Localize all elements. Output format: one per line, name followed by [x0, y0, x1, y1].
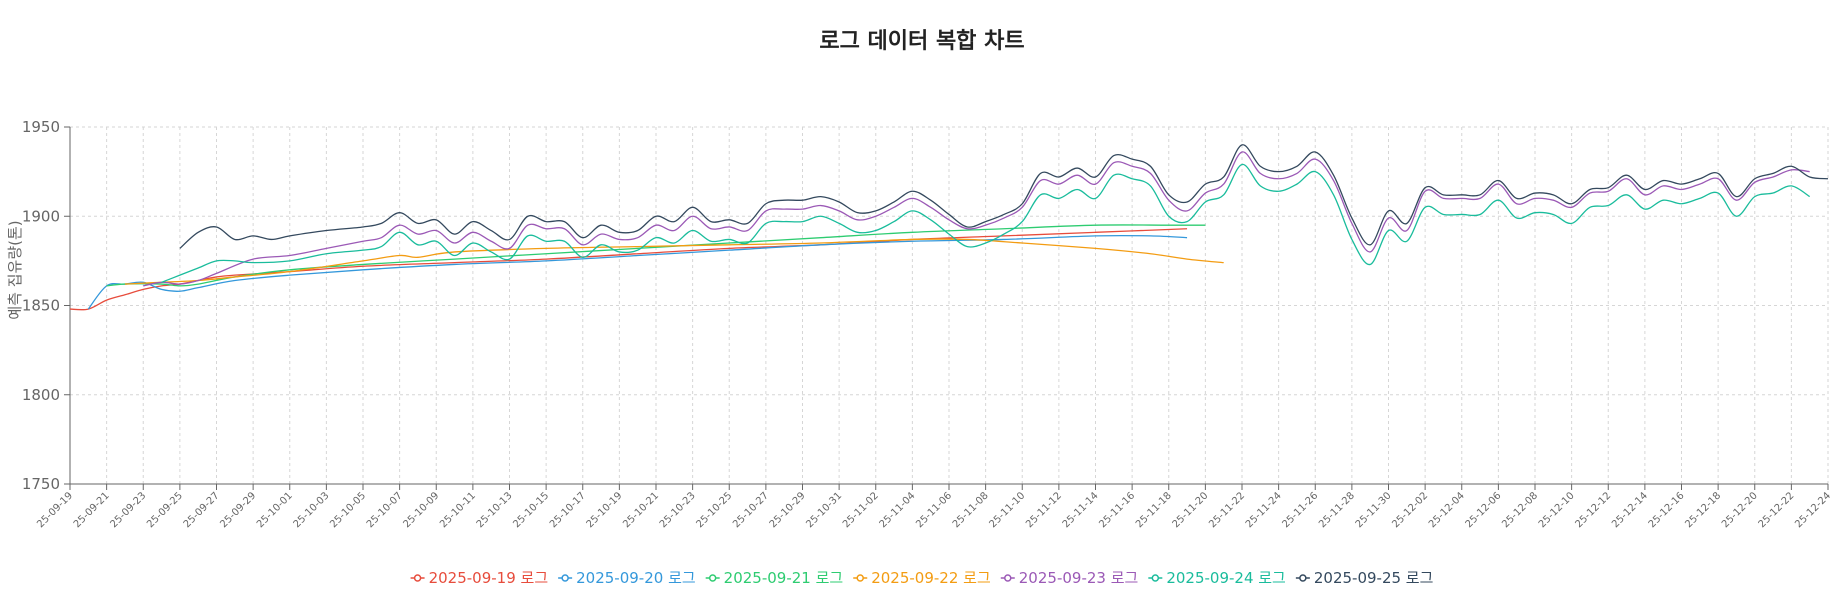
legend-item[interactable]: 2025-09-23 로그: [1000, 569, 1139, 587]
x-tick-label: 25-09-29: [218, 490, 258, 530]
x-tick-label: 25-12-18: [1683, 490, 1723, 530]
legend-item[interactable]: 2025-09-20 로그: [558, 569, 696, 587]
x-tick-label: 25-10-27: [731, 490, 771, 530]
series-line-6[interactable]: [161, 163, 1811, 283]
x-tick-label: 25-11-20: [1171, 490, 1211, 530]
legend-label: 2025-09-22 로그: [871, 569, 991, 587]
y-axis-label: 예측 집유량(톤): [6, 220, 24, 319]
legend-item[interactable]: 2025-09-24 로그: [1148, 569, 1286, 587]
legend-marker-icon: [708, 574, 717, 582]
x-tick-label: 25-11-14: [1061, 490, 1101, 530]
x-tick-label: 25-11-22: [1207, 490, 1247, 530]
x-tick-label: 25-09-19: [35, 490, 75, 530]
x-tick-label: 25-11-26: [1280, 490, 1320, 530]
legend-label: 2025-09-19 로그: [429, 569, 549, 587]
x-tick-label: 25-09-27: [182, 490, 222, 530]
legend-marker-icon: [1299, 574, 1307, 582]
legend: 2025-09-19 로그 2025-09-20 로그 2025-09-21 로그 2…: [410, 569, 1434, 587]
x-tick-label: 25-10-13: [475, 490, 515, 530]
x-tick-label: 25-09-25: [145, 490, 185, 530]
axes: 1750180018501900195025-09-1925-09-2125-0…: [22, 118, 1833, 530]
x-tick-label: 25-11-12: [1024, 490, 1064, 530]
x-tick-label: 25-12-02: [1390, 490, 1430, 530]
series-line-5[interactable]: [143, 151, 1810, 287]
x-tick-label: 25-10-11: [438, 490, 478, 530]
series-lines: [69, 144, 1829, 311]
x-tick-label: 25-10-19: [585, 490, 625, 530]
legend-item[interactable]: 2025-09-19 로그: [410, 569, 549, 587]
x-tick-label: 25-11-30: [1354, 490, 1394, 530]
x-tick-label: 25-10-05: [328, 490, 368, 530]
x-tick-label: 25-12-22: [1757, 490, 1797, 530]
series-line-1[interactable]: [69, 228, 1188, 311]
x-tick-label: 25-11-02: [841, 490, 881, 530]
y-tick-label: 1900: [22, 207, 60, 225]
y-tick-label: 1750: [22, 475, 60, 493]
x-tick-label: 25-10-07: [365, 490, 405, 530]
x-tick-label: 25-10-17: [548, 490, 588, 530]
x-tick-label: 25-11-06: [914, 490, 954, 530]
legend-marker-icon: [1004, 574, 1012, 582]
x-tick-label: 25-12-14: [1610, 490, 1650, 530]
series-line-7[interactable]: [179, 144, 1829, 249]
legend-marker-icon: [561, 574, 569, 582]
x-tick-label: 25-10-23: [658, 490, 698, 530]
x-tick-label: 25-11-24: [1244, 490, 1284, 530]
y-tick-label: 1950: [22, 118, 60, 136]
x-tick-label: 25-09-21: [72, 490, 112, 530]
x-tick-label: 25-12-12: [1573, 490, 1613, 530]
legend-item[interactable]: 2025-09-21 로그: [705, 569, 844, 587]
x-tick-label: 25-11-10: [987, 490, 1027, 530]
x-tick-label: 25-11-18: [1134, 490, 1174, 530]
x-tick-label: 25-11-28: [1317, 490, 1357, 530]
x-tick-label: 25-10-15: [511, 490, 551, 530]
x-tick-label: 25-10-21: [621, 490, 661, 530]
x-tick-label: 25-12-16: [1647, 490, 1687, 530]
legend-label: 2025-09-24 로그: [1166, 569, 1286, 587]
x-tick-label: 25-10-03: [292, 490, 332, 530]
x-tick-label: 25-12-08: [1500, 490, 1540, 530]
x-tick-label: 25-10-09: [401, 490, 441, 530]
x-tick-label: 25-12-24: [1793, 490, 1833, 530]
series-line-2[interactable]: [87, 234, 1188, 310]
x-tick-label: 25-11-08: [951, 490, 991, 530]
series-line-3[interactable]: [106, 224, 1206, 287]
x-tick-label: 25-12-04: [1427, 490, 1467, 530]
legend-item[interactable]: 2025-09-25 로그: [1295, 569, 1434, 587]
x-tick-label: 25-12-06: [1464, 490, 1504, 530]
x-tick-label: 25-10-31: [804, 490, 844, 530]
y-tick-label: 1850: [22, 297, 60, 315]
legend-marker-icon: [1151, 574, 1160, 582]
legend-marker-icon: [413, 574, 422, 582]
x-tick-label: 25-10-29: [768, 490, 808, 530]
legend-label: 2025-09-21 로그: [724, 569, 844, 587]
chart-title: 로그 데이터 복합 차트: [819, 28, 1024, 54]
x-tick-label: 25-10-01: [255, 490, 295, 530]
x-tick-label: 25-11-16: [1097, 490, 1137, 530]
x-tick-label: 25-11-04: [878, 490, 918, 530]
legend-marker-icon: [856, 574, 864, 582]
x-tick-label: 25-12-10: [1537, 490, 1577, 530]
x-tick-label: 25-12-20: [1720, 490, 1760, 530]
y-tick-label: 1800: [22, 386, 60, 404]
x-tick-label: 25-10-25: [694, 490, 734, 530]
grid: [69, 126, 1829, 484]
legend-label: 2025-09-20 로그: [576, 569, 696, 587]
legend-label: 2025-09-23 로그: [1019, 569, 1139, 587]
legend-label: 2025-09-25 로그: [1314, 569, 1434, 587]
x-tick-label: 25-09-23: [108, 490, 148, 530]
legend-item[interactable]: 2025-09-22 로그: [853, 569, 991, 587]
